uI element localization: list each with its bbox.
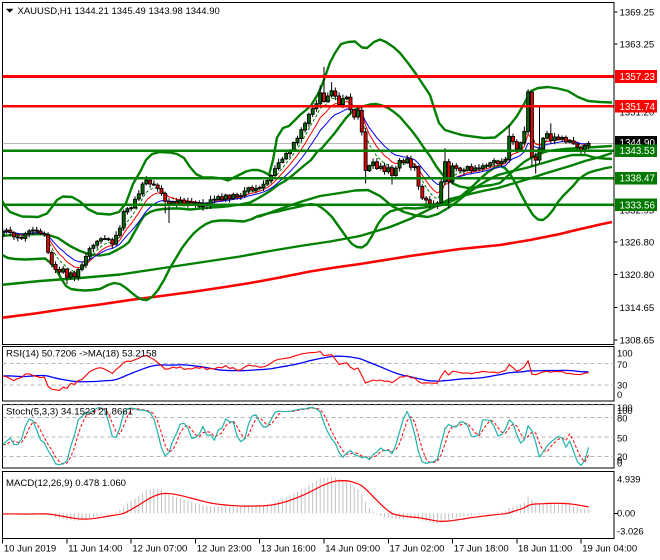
svg-text:1338.47: 1338.47 (620, 174, 655, 185)
svg-text:17 Jun 18:00: 17 Jun 18:00 (454, 544, 509, 555)
svg-text:14 Jun 09:00: 14 Jun 09:00 (325, 544, 380, 555)
svg-text:10 Jun 2019: 10 Jun 2019 (4, 544, 56, 555)
svg-text:1369.25: 1369.25 (620, 7, 655, 18)
svg-text:RSI(14) 50.7206 ->MA(18) 53.2: RSI(14) 50.7206 ->MA(18) 53.2158 (6, 349, 157, 360)
svg-text:1320.80: 1320.80 (620, 270, 655, 281)
svg-text:19 Jun 04:00: 19 Jun 04:00 (582, 544, 637, 555)
svg-text:MACD(12,26,9) 0.478 1.060: MACD(12,26,9) 0.478 1.060 (6, 478, 126, 489)
svg-text:-3.026: -3.026 (617, 526, 644, 537)
svg-text:13 Jun 16:00: 13 Jun 16:00 (261, 544, 316, 555)
svg-text:1326.80: 1326.80 (620, 237, 655, 248)
svg-text:100: 100 (617, 402, 633, 413)
svg-text:0: 0 (617, 455, 622, 466)
svg-text:1343.53: 1343.53 (620, 146, 656, 157)
svg-text:70: 70 (617, 359, 627, 370)
svg-text:12 Jun 23:00: 12 Jun 23:00 (197, 544, 252, 555)
svg-text:1363.25: 1363.25 (620, 39, 655, 50)
svg-text:1333.56: 1333.56 (620, 200, 656, 211)
svg-text:0: 0 (617, 389, 622, 400)
svg-text:18 Jun 11:00: 18 Jun 11:00 (518, 544, 572, 555)
svg-text:1344.90: 1344.90 (620, 138, 656, 149)
svg-text:100: 100 (617, 405, 633, 416)
svg-text:1308.65: 1308.65 (620, 335, 655, 346)
svg-text:20: 20 (617, 451, 627, 462)
svg-text:0.00: 0.00 (617, 508, 635, 519)
svg-text:30: 30 (617, 380, 627, 391)
svg-text:12 Jun 07:00: 12 Jun 07:00 (132, 544, 187, 555)
svg-text:11 Jun 14:00: 11 Jun 14:00 (68, 544, 122, 555)
svg-text:Stoch(5,3,3) 34.1523 21.8661: Stoch(5,3,3) 34.1523 21.8661 (6, 407, 133, 418)
svg-text:1351.20: 1351.20 (620, 107, 655, 118)
svg-text:0: 0 (617, 458, 622, 469)
svg-text:80: 80 (617, 413, 627, 424)
svg-text:17 Jun 02:00: 17 Jun 02:00 (390, 544, 445, 555)
svg-text:50: 50 (617, 432, 627, 443)
svg-text:1357.23: 1357.23 (620, 72, 656, 83)
svg-text:4.939: 4.939 (617, 474, 640, 485)
svg-text:XAUUSD,H1 1344.21 1345.49 134: XAUUSD,H1 1344.21 1345.49 1343.98 1344.9… (18, 6, 220, 17)
svg-text:100: 100 (617, 347, 633, 358)
svg-text:1351.74: 1351.74 (620, 102, 656, 113)
svg-text:1314.65: 1314.65 (620, 303, 655, 314)
